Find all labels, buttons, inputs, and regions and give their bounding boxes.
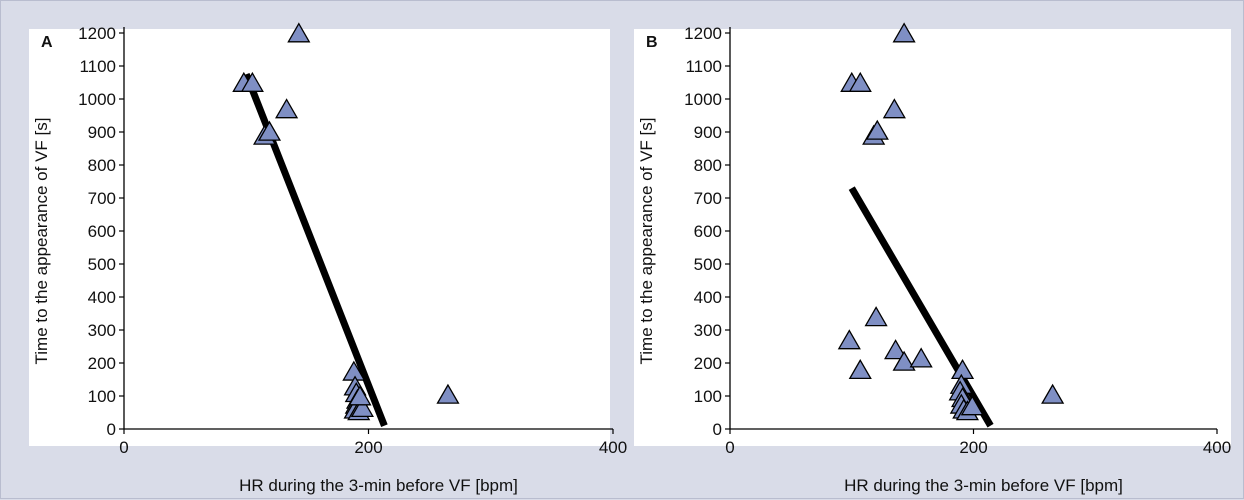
data-point-triangle: [909, 347, 933, 368]
y-tick-label: 100: [694, 387, 722, 406]
x-tick-label: 400: [1203, 438, 1231, 457]
y-tick-label: 800: [88, 156, 116, 175]
data-point-triangle: [892, 22, 916, 43]
y-tick-label: 900: [694, 123, 722, 142]
data-point-triangle: [848, 71, 872, 92]
y-tick-label: 1000: [78, 90, 116, 109]
data-point-triangle: [240, 71, 264, 92]
x-tick-label: 400: [599, 438, 627, 457]
data-point-triangle: [837, 329, 861, 350]
data-point-triangle: [864, 306, 888, 327]
y-tick-label: 1200: [684, 24, 722, 43]
y-axis-title: Time to the appearance of VF [s]: [32, 118, 51, 365]
data-point-triangle: [865, 119, 889, 140]
data-point-triangle: [1041, 383, 1065, 404]
y-tick-label: 700: [88, 189, 116, 208]
data-point-triangle: [892, 350, 916, 371]
data-point-triangle: [882, 98, 906, 119]
x-tick-label: 200: [354, 438, 382, 457]
y-tick-label: 1100: [79, 57, 116, 76]
y-tick-label: 300: [88, 321, 116, 340]
y-tick-label: 1000: [684, 90, 722, 109]
y-tick-label: 800: [694, 156, 722, 175]
x-tick-label: 200: [959, 438, 987, 457]
data-point-triangle: [884, 339, 908, 360]
x-axis-title: HR during the 3-min before VF [bpm]: [844, 476, 1123, 495]
y-tick-label: 900: [88, 123, 116, 142]
y-tick-label: 500: [694, 255, 722, 274]
chart-panel-a: A 0 100 200 300 400 500 600 700 800 900 1000 1100 120…: [29, 22, 627, 495]
chart-panel-b: B 0 100 200 300 400 500 600 700 800 900 1000 1100 120…: [634, 22, 1231, 495]
y-tick-label: 400: [88, 288, 116, 307]
data-point-triangle: [275, 98, 299, 119]
y-tick-label: 400: [694, 288, 722, 307]
data-point-triangle: [848, 358, 872, 380]
panel-label: B: [646, 34, 658, 51]
y-tick-label: 300: [694, 321, 722, 340]
y-tick-label: 1200: [78, 24, 116, 43]
data-point-triangle: [287, 22, 311, 43]
data-point-triangle: [348, 385, 372, 406]
y-tick-label: 200: [88, 354, 116, 373]
x-axis-title: HR during the 3-min before VF [bpm]: [239, 476, 518, 495]
y-tick-label: 1100: [685, 57, 722, 76]
data-point-triangle: [350, 396, 374, 418]
y-tick-label: 0: [713, 420, 722, 439]
y-tick-label: 500: [88, 255, 116, 274]
plot-background: [634, 29, 1231, 446]
y-tick-label: 100: [88, 387, 116, 406]
x-tick-label: 0: [119, 438, 128, 457]
y-tick-label: 200: [694, 354, 722, 373]
x-tick-label: 0: [725, 438, 734, 457]
data-point-triangle: [960, 395, 984, 416]
y-tick-label: 600: [88, 222, 116, 241]
data-point-triangle: [257, 120, 282, 141]
plot-background: [29, 29, 610, 446]
data-point-triangle: [436, 383, 460, 404]
y-tick-label: 600: [694, 222, 722, 241]
panel-label: A: [41, 34, 53, 51]
y-axis-title: Time to the appearance of VF [s]: [637, 118, 656, 365]
y-tick-label: 0: [107, 420, 116, 439]
y-tick-label: 700: [694, 189, 722, 208]
